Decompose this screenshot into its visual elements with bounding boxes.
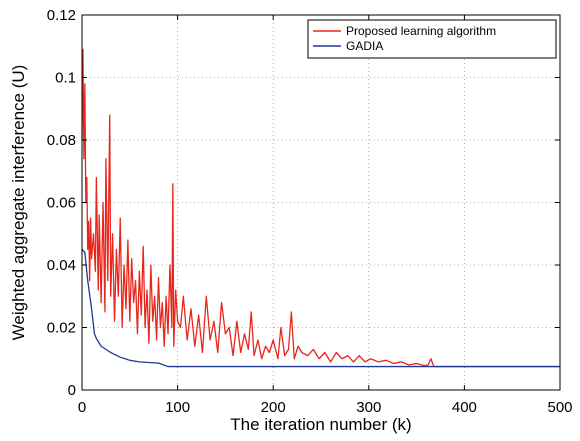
legend-label-gadia: GADIA	[346, 39, 383, 53]
legend: Proposed learning algorithm GADIA	[307, 19, 557, 59]
x-tick-label: 100	[165, 399, 190, 416]
plot-frame	[81, 14, 561, 391]
series-line-proposed	[81, 48, 560, 368]
y-tick-label: 0.06	[47, 195, 76, 212]
x-tick-label: 500	[547, 399, 572, 416]
y-tick-label: 0.12	[47, 7, 76, 24]
y-tick-label: 0.1	[55, 70, 76, 87]
x-tick-label: 300	[356, 399, 381, 416]
y-tick-label: 0.02	[47, 320, 76, 337]
y-tick-label: 0.04	[47, 257, 76, 274]
legend-box	[307, 19, 557, 59]
x-tick-label: 200	[261, 399, 286, 416]
y-tick-label: 0	[68, 382, 76, 399]
x-axis-label: The iteration number (k)	[230, 415, 411, 434]
y-axis-label: Weighted aggregate interference (U)	[9, 65, 28, 341]
x-tick-label: 0	[78, 399, 86, 416]
x-tick-label: 400	[452, 399, 477, 416]
series-line-gadia	[81, 248, 560, 368]
series-layer	[81, 48, 560, 368]
ticks: 0 100 200 300 400 500 0 0.02 0.04 0.06 0.08 0.1 0.12	[47, 7, 573, 416]
y-tick-label: 0.08	[47, 132, 76, 149]
grid	[82, 15, 560, 390]
legend-label-proposed: Proposed learning algorithm	[346, 24, 496, 38]
